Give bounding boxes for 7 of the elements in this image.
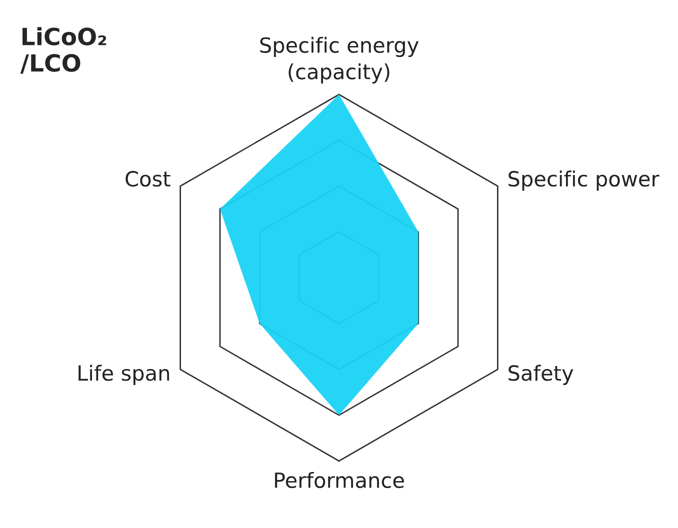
spoke-label: Specific power bbox=[508, 170, 660, 191]
spoke-label: Safety bbox=[508, 364, 574, 385]
spoke-label: Life span bbox=[78, 364, 170, 385]
spoke-label: Specific energy (capacity) bbox=[260, 36, 419, 84]
chart-title: LiCoO₂ /LCO bbox=[20, 27, 106, 74]
spoke-label: Cost bbox=[126, 170, 170, 187]
spoke-label: Performance bbox=[275, 472, 404, 488]
